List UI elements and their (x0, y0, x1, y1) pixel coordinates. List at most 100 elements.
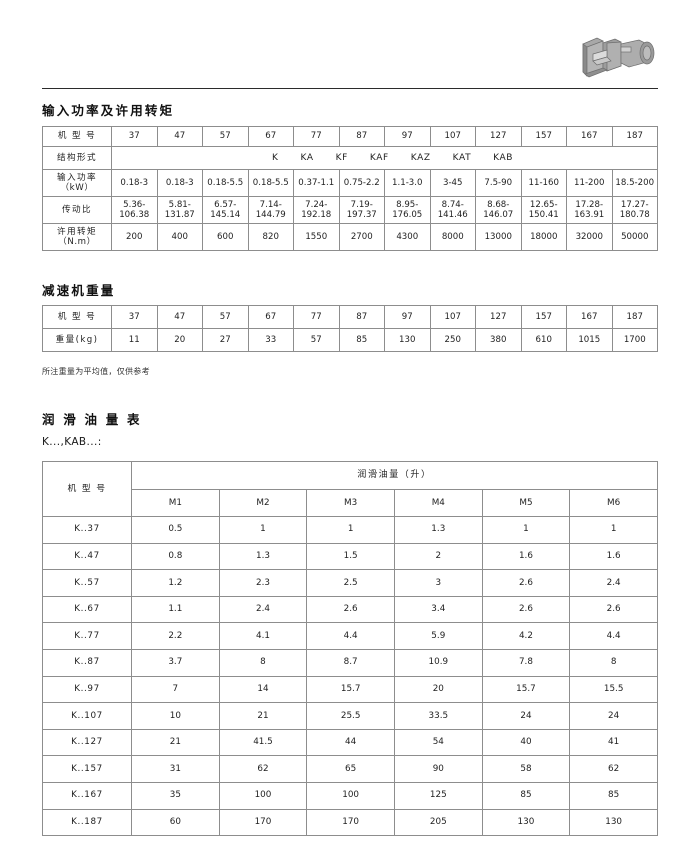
ratio-max: 197.37 (346, 210, 377, 220)
structure-type: KAF (369, 152, 389, 163)
structure-type: KAB (493, 152, 514, 163)
structure-type: KAZ (410, 152, 431, 163)
cell-torque: 32000 (566, 223, 613, 251)
cell-oil-m5: 2.6 (481, 595, 571, 624)
cell-weight: 130 (384, 328, 431, 352)
cell-oil-m3: 15.7 (306, 675, 395, 704)
cell-input-power: 11-200 (566, 169, 613, 197)
cell-weight: 27 (202, 328, 249, 352)
table-row: K..97 7 14 15.7 20 15.7 15.5 (42, 675, 658, 704)
cell-ratio: 7.24- 192.18 (293, 196, 340, 224)
cell-oil-m5: 4.2 (481, 622, 571, 650)
cell-oil-m5: 24 (481, 702, 571, 730)
cell-torque: 50000 (611, 223, 658, 251)
cell-ratio: 7.14- 144.79 (247, 196, 294, 224)
ratio-min: 7.19- (350, 199, 373, 210)
row-label-torque-text: 许用转矩 (57, 226, 97, 237)
cell-torque: 13000 (475, 223, 522, 251)
cell-oil-m4: 33.5 (393, 702, 483, 730)
table-row: K..107 10 21 25.5 33.5 24 24 (42, 702, 658, 730)
cell-ratio: 17.27- 180.78 (611, 196, 658, 224)
cell-oil-m2: 100 (218, 781, 308, 810)
cell-oil-m3: 25.5 (306, 702, 395, 730)
cell-model: 77 (293, 305, 340, 329)
cell-oil-m1: 0.5 (131, 516, 220, 544)
column-header-model: 机 型 号 (42, 461, 132, 517)
structure-type: KF (335, 152, 348, 163)
cell-model: 87 (338, 126, 385, 147)
cell-model: K..67 (42, 595, 132, 624)
cell-model: 57 (202, 305, 249, 329)
ratio-max: 180.78 (619, 210, 650, 220)
cell-oil-m6: 24 (569, 702, 658, 730)
cell-ratio: 5.81- 131.87 (156, 196, 203, 224)
cell-weight: 11 (111, 328, 158, 352)
cell-model: 167 (566, 126, 613, 147)
row-label-input-power-unit: （kW） (60, 183, 94, 193)
cell-input-power: 0.18-3 (111, 169, 158, 197)
cell-ratio: 8.95- 176.05 (384, 196, 431, 224)
cell-oil-m2: 2.4 (218, 595, 308, 624)
cell-model: K..127 (42, 728, 132, 757)
table-input-power-torque: 机 型 号 37 47 57 67 77 87 97 107 127 157 1… (42, 126, 658, 251)
cell-model: 157 (520, 305, 567, 329)
cell-oil-m3: 2.6 (306, 595, 395, 624)
cell-weight: 1015 (566, 328, 613, 352)
column-header-lubricant-group: 润滑油量（升） (131, 461, 658, 490)
table-row-ratio: 传动比 5.36- 106.38 5.81- 131.87 6.57- 145.… (42, 196, 658, 224)
cell-weight: 610 (520, 328, 567, 352)
cell-oil-m5: 1.6 (481, 542, 571, 571)
cell-model: 47 (156, 305, 203, 329)
cell-oil-m5: 40 (481, 728, 571, 757)
cell-input-power: 3-45 (429, 169, 476, 197)
cell-input-power: 18.5-200 (611, 169, 658, 197)
cell-oil-m2: 170 (218, 808, 308, 837)
cell-input-power: 1.1-3.0 (384, 169, 431, 197)
row-label-input-power-text: 输入功率 (57, 172, 97, 183)
table-row: K..57 1.2 2.3 2.5 3 2.6 2.4 (42, 569, 658, 597)
cell-oil-m3: 2.5 (306, 569, 395, 597)
ratio-min: 7.24- (305, 199, 328, 210)
table-row: K..67 1.1 2.4 2.6 3.4 2.6 2.6 (42, 595, 658, 624)
cell-oil-m4: 20 (393, 675, 483, 704)
cell-model: 107 (429, 305, 476, 329)
ratio-max: 131.87 (164, 210, 195, 220)
cell-model: K..167 (42, 781, 132, 810)
row-label-model: 机 型 号 (42, 305, 112, 329)
cell-ratio: 8.68- 146.07 (475, 196, 522, 224)
ratio-max: 145.14 (210, 210, 241, 220)
cell-model: 127 (475, 305, 522, 329)
lubricant-series-label: K...,KAB...: (42, 436, 102, 448)
row-label-ratio: 传动比 (42, 196, 112, 224)
structure-type: K (272, 152, 279, 163)
cell-oil-m2: 21 (218, 702, 308, 730)
cell-oil-m6: 1.6 (569, 542, 658, 571)
cell-torque: 600 (202, 223, 249, 251)
cell-oil-m3: 44 (306, 728, 395, 757)
cell-oil-m2: 8 (218, 648, 308, 677)
cell-ratio: 5.36- 106.38 (111, 196, 158, 224)
cell-oil-m2: 62 (218, 755, 308, 783)
cell-oil-m1: 2.2 (131, 622, 220, 650)
cell-oil-m5: 58 (481, 755, 571, 783)
column-header-m1: M1 (131, 489, 220, 517)
ratio-max: 150.41 (528, 210, 559, 220)
cell-torque: 18000 (520, 223, 567, 251)
cell-oil-m3: 8.7 (306, 648, 395, 677)
cell-oil-m6: 1 (569, 516, 658, 544)
cell-torque: 400 (156, 223, 203, 251)
table-row-weight: 重量(kg) 11 20 27 33 57 85 130 250 380 610… (42, 328, 658, 352)
cell-torque: 820 (247, 223, 294, 251)
cell-torque: 1550 (293, 223, 340, 251)
cell-oil-m1: 31 (131, 755, 220, 783)
ratio-min: 5.81- (168, 199, 191, 210)
table-lubricant-quantity: 机 型 号 润滑油量（升） M1 M2 M3 M4 M5 M6 K..37 0.… (42, 461, 658, 837)
cell-input-power: 7.5-90 (475, 169, 522, 197)
cell-ratio: 6.57- 145.14 (202, 196, 249, 224)
table-row-structure: 结构形式 K KA KF KAF KAZ KAT KAB (42, 146, 658, 170)
cell-oil-m2: 1.3 (218, 542, 308, 571)
cell-oil-m2: 41.5 (218, 728, 308, 757)
cell-torque: 2700 (338, 223, 385, 251)
ratio-max: 141.46 (437, 210, 468, 220)
